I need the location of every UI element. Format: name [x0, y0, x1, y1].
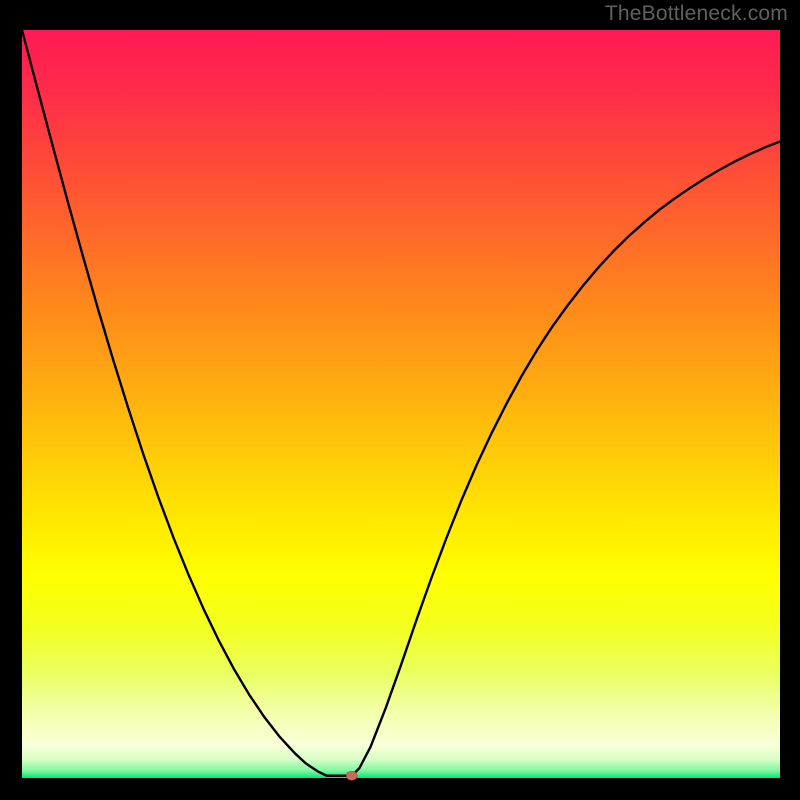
- chart-gradient-background: [22, 30, 780, 778]
- chart-container: TheBottleneck.com: [0, 0, 800, 800]
- watermark-text: TheBottleneck.com: [605, 2, 788, 26]
